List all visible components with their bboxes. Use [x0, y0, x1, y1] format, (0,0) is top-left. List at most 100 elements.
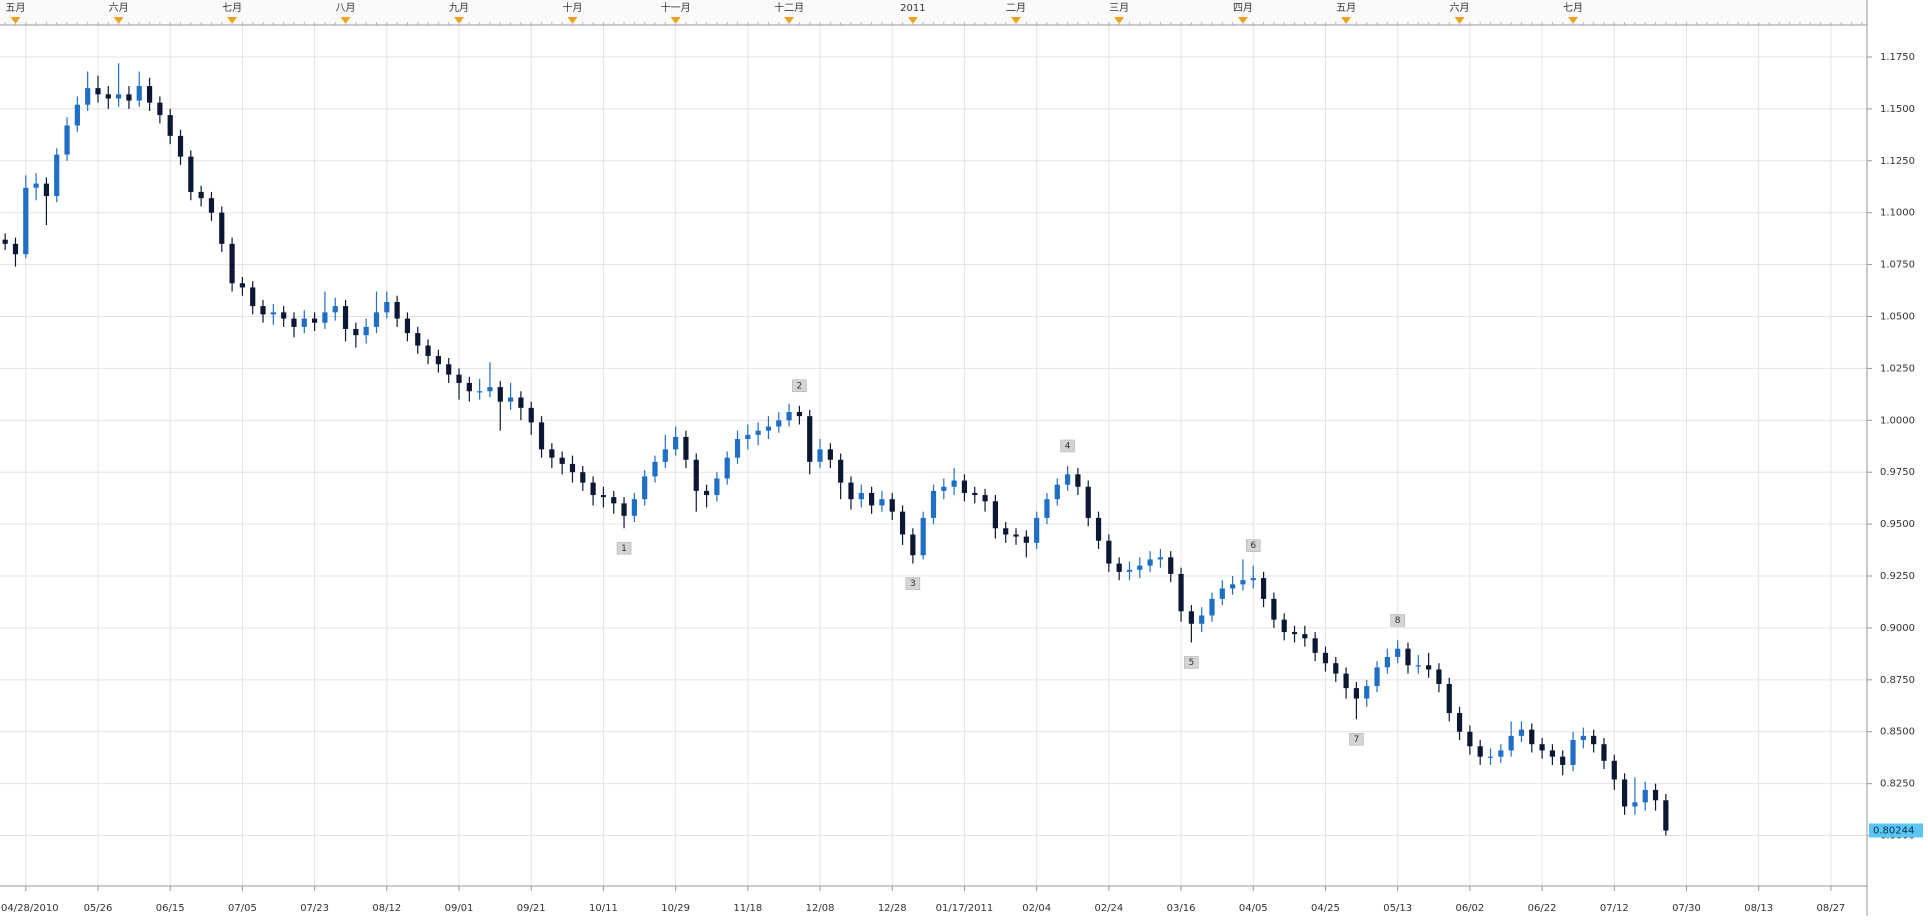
- month-marker: [227, 17, 238, 24]
- candle-body: [1560, 756, 1566, 765]
- candle-body: [425, 345, 431, 356]
- candle-body: [64, 125, 70, 155]
- y-tick-label: 0.9000: [1880, 623, 1915, 634]
- candle-body: [1023, 536, 1029, 543]
- candle-body: [1250, 578, 1256, 581]
- candle-body: [631, 499, 637, 516]
- x-tick-label: 04/25: [1311, 903, 1340, 914]
- candle-body: [2, 239, 8, 244]
- candle-body: [291, 318, 297, 327]
- month-label: 十月: [562, 1, 582, 14]
- candle-body: [270, 312, 276, 315]
- candle-body: [12, 243, 19, 255]
- candle-body: [1487, 756, 1494, 758]
- candle-body: [167, 115, 173, 136]
- candle-body: [724, 457, 730, 479]
- candle-body: [415, 333, 421, 346]
- candle-body: [920, 517, 926, 556]
- candle-body: [1426, 665, 1432, 670]
- month-label: 七月: [222, 2, 242, 14]
- candle-body: [74, 104, 80, 126]
- candle-body: [301, 318, 307, 327]
- candle-body: [146, 86, 153, 103]
- candle-body: [373, 312, 380, 327]
- candle-body: [95, 88, 101, 95]
- candle-body: [456, 374, 462, 383]
- month-marker: [1237, 17, 1248, 24]
- candle-body: [1199, 615, 1205, 624]
- candle-body: [1075, 474, 1081, 487]
- wave-label-box: [905, 577, 921, 590]
- top-ruler: [0, 0, 1867, 25]
- candle-body: [116, 94, 122, 99]
- x-tick-label: 05/13: [1383, 903, 1412, 914]
- candle-body: [1044, 499, 1050, 518]
- x-tick-label: 05/26: [84, 903, 113, 914]
- candle-body: [621, 503, 627, 516]
- month-marker: [1454, 17, 1465, 24]
- candle-body: [85, 88, 91, 105]
- candle-body: [796, 412, 803, 417]
- candle-body: [1601, 744, 1607, 761]
- x-tick-label: 03/16: [1167, 903, 1196, 914]
- candle-body: [941, 486, 947, 491]
- wave-label-box: [616, 542, 632, 555]
- candle-body: [177, 135, 184, 157]
- candle-body: [518, 397, 524, 408]
- candle-body: [33, 183, 39, 188]
- candle-body: [43, 183, 50, 197]
- month-label: 四月: [1233, 2, 1253, 14]
- x-tick-label: 06/22: [1528, 903, 1557, 914]
- month-marker: [784, 17, 795, 24]
- month-label: 五月: [5, 2, 25, 14]
- month-label: 五月: [1336, 2, 1356, 14]
- candle-body: [1116, 563, 1122, 572]
- x-tick-label: 12/28: [878, 903, 907, 914]
- candle-body: [1621, 779, 1628, 807]
- x-tick-label: 07/05: [228, 903, 257, 914]
- candle-body: [1591, 735, 1597, 745]
- candle-body: [869, 492, 875, 506]
- candle-body: [972, 492, 978, 496]
- month-label: 2011: [900, 3, 925, 14]
- candle-body: [1580, 735, 1586, 741]
- candle-body: [239, 283, 246, 288]
- x-tick-label: 06/02: [1455, 903, 1484, 914]
- x-tick-label: 08/13: [1744, 903, 1773, 914]
- y-tick-label: 1.1000: [1880, 208, 1915, 219]
- candle-body: [1054, 484, 1060, 500]
- candle-body: [219, 212, 225, 244]
- wave-label-box: [1184, 656, 1199, 669]
- candle-body: [466, 382, 472, 392]
- candle-body: [1333, 663, 1339, 674]
- candle-body: [549, 449, 555, 458]
- x-tick-label: 07/12: [1600, 903, 1629, 914]
- candle-body: [827, 449, 833, 460]
- candle-body: [889, 499, 895, 512]
- candle-body: [817, 449, 823, 462]
- candle-body: [910, 534, 916, 556]
- candle-body: [1168, 557, 1174, 574]
- candle-body: [1570, 740, 1576, 765]
- candle-body: [600, 495, 607, 498]
- x-tick-label: 11/18: [733, 903, 762, 914]
- month-marker: [670, 17, 681, 24]
- candle-body: [260, 306, 266, 315]
- wave-label-box: [792, 379, 807, 393]
- month-label: 八月: [336, 2, 356, 14]
- wave-label-box: [1349, 733, 1364, 746]
- candle-body: [1157, 557, 1164, 560]
- candle-body: [363, 326, 369, 336]
- y-tick-label: 0.8750: [1880, 675, 1915, 686]
- candle-body: [1642, 789, 1648, 803]
- y-tick-label: 1.1750: [1880, 52, 1915, 63]
- candle-body: [188, 156, 194, 192]
- candle-body: [1456, 713, 1463, 732]
- wave-label-box: [1246, 539, 1261, 552]
- candle-body: [1260, 578, 1267, 599]
- month-marker: [340, 17, 351, 24]
- candle-body: [322, 312, 328, 323]
- y-tick-label: 1.0750: [1880, 260, 1915, 271]
- candle-body: [652, 461, 658, 477]
- month-label: 十二月: [774, 1, 804, 14]
